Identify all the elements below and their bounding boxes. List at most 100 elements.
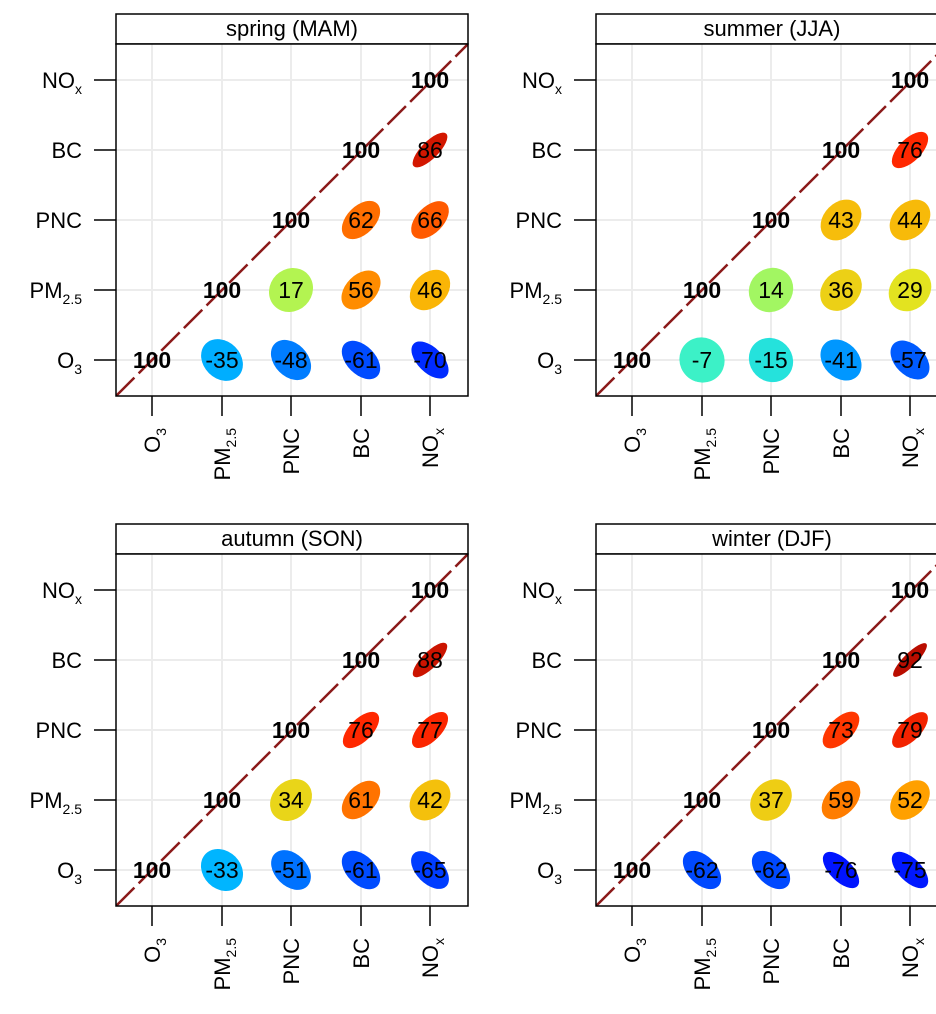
diagonal-label: 100 bbox=[133, 347, 171, 373]
x-tick-label: PNC bbox=[279, 428, 304, 475]
correlation-ellipse bbox=[270, 779, 312, 821]
svg-text:NOx: NOx bbox=[42, 68, 82, 97]
diagonal-label: 100 bbox=[891, 67, 929, 93]
x-tick-label: PM2.5 bbox=[210, 428, 239, 481]
correlation-ellipse bbox=[341, 850, 381, 890]
x-tick-label: PM2.5 bbox=[690, 938, 719, 991]
svg-text:PNC: PNC bbox=[36, 718, 83, 743]
correlation-ellipse bbox=[411, 341, 449, 379]
correlation-ellipse bbox=[411, 711, 449, 749]
svg-text:BC: BC bbox=[531, 648, 562, 673]
y-tick-label: PNC bbox=[516, 208, 563, 233]
x-tick-label: NOx bbox=[418, 428, 447, 468]
correlation-label: -65 bbox=[413, 857, 446, 883]
x-tick-label: BC bbox=[829, 428, 854, 459]
correlation-label: 36 bbox=[828, 277, 854, 303]
correlation-ellipse bbox=[200, 848, 244, 892]
correlation-label: 79 bbox=[897, 717, 923, 743]
correlation-ellipse bbox=[270, 339, 312, 381]
correlation-label: -61 bbox=[344, 347, 377, 373]
correlation-label: -41 bbox=[824, 347, 857, 373]
svg-text:BC: BC bbox=[829, 938, 854, 969]
correlation-label: 88 bbox=[417, 647, 443, 673]
correlation-label: 62 bbox=[348, 207, 374, 233]
correlation-ellipse bbox=[890, 340, 930, 380]
y-tick-label: O3 bbox=[537, 858, 562, 887]
diagonal-label: 100 bbox=[342, 647, 380, 673]
correlation-label: 77 bbox=[417, 717, 443, 743]
correlation-ellipse bbox=[341, 340, 381, 380]
diagonal-label: 100 bbox=[342, 137, 380, 163]
diagonal-label: 100 bbox=[272, 207, 310, 233]
svg-text:BC: BC bbox=[829, 428, 854, 459]
svg-text:BC: BC bbox=[51, 648, 82, 673]
diagonal-label: 100 bbox=[613, 857, 651, 883]
diagonal-label: 100 bbox=[411, 67, 449, 93]
correlation-ellipse bbox=[750, 779, 792, 821]
x-tick-label: BC bbox=[349, 938, 374, 969]
x-tick-label: PM2.5 bbox=[210, 938, 239, 991]
correlation-ellipse bbox=[820, 339, 862, 381]
svg-text:BC: BC bbox=[349, 428, 374, 459]
svg-text:PNC: PNC bbox=[516, 718, 563, 743]
correlation-ellipse bbox=[889, 199, 931, 241]
svg-text:O3: O3 bbox=[620, 428, 649, 453]
correlation-label: -35 bbox=[205, 347, 238, 373]
correlation-label: -33 bbox=[205, 857, 238, 883]
correlation-label: -15 bbox=[754, 347, 787, 373]
correlation-label: 14 bbox=[758, 277, 784, 303]
correlation-ellipse bbox=[822, 711, 860, 749]
svg-text:O3: O3 bbox=[57, 858, 82, 887]
svg-text:NOx: NOx bbox=[898, 938, 927, 978]
svg-text:PM2.5: PM2.5 bbox=[690, 428, 719, 481]
svg-text:PM2.5: PM2.5 bbox=[30, 278, 83, 307]
correlation-label: -57 bbox=[893, 347, 926, 373]
correlation-ellipse bbox=[409, 779, 451, 821]
correlation-ellipse bbox=[751, 850, 791, 890]
svg-text:BC: BC bbox=[531, 138, 562, 163]
correlation-ellipse bbox=[341, 780, 381, 820]
correlation-label: 73 bbox=[828, 717, 854, 743]
correlation-ellipse bbox=[341, 270, 381, 310]
correlation-label: 66 bbox=[417, 207, 443, 233]
y-tick-label: PNC bbox=[516, 718, 563, 743]
correlation-label: -7 bbox=[692, 347, 712, 373]
x-tick-label: O3 bbox=[140, 428, 169, 453]
correlation-ellipse bbox=[748, 337, 794, 383]
correlation-label: -75 bbox=[893, 857, 926, 883]
correlation-label: -62 bbox=[754, 857, 787, 883]
svg-text:O3: O3 bbox=[140, 428, 169, 453]
correlation-label: -70 bbox=[413, 347, 446, 373]
svg-text:BC: BC bbox=[349, 938, 374, 969]
diagonal-line bbox=[116, 554, 468, 906]
correlation-label: -48 bbox=[274, 347, 307, 373]
diagonal-label: 100 bbox=[822, 647, 860, 673]
x-tick-label: BC bbox=[349, 428, 374, 459]
panel-title: winter (DJF) bbox=[711, 526, 832, 551]
panel-strip bbox=[115, 13, 469, 45]
diagonal-label: 100 bbox=[133, 857, 171, 883]
correlation-label: 59 bbox=[828, 787, 854, 813]
svg-text:O3: O3 bbox=[537, 348, 562, 377]
y-tick-label: PNC bbox=[36, 208, 83, 233]
diagonal-label: 100 bbox=[752, 207, 790, 233]
diagonal-label: 100 bbox=[683, 787, 721, 813]
correlation-label: 86 bbox=[417, 137, 443, 163]
correlation-ellipse bbox=[890, 780, 930, 820]
x-tick-label: O3 bbox=[140, 938, 169, 963]
svg-text:NOx: NOx bbox=[418, 428, 447, 468]
correlation-label: 56 bbox=[348, 277, 374, 303]
y-tick-label: O3 bbox=[57, 348, 82, 377]
correlation-label: 76 bbox=[348, 717, 374, 743]
diagonal-line bbox=[116, 44, 468, 396]
correlation-ellipse bbox=[888, 268, 932, 312]
correlation-ellipse bbox=[201, 339, 243, 381]
correlation-label: 44 bbox=[897, 207, 923, 233]
diagonal-label: 100 bbox=[683, 277, 721, 303]
svg-text:PM2.5: PM2.5 bbox=[510, 788, 563, 817]
x-tick-label: BC bbox=[829, 938, 854, 969]
y-tick-label: PM2.5 bbox=[30, 278, 83, 307]
svg-text:O3: O3 bbox=[537, 858, 562, 887]
correlation-ellipse bbox=[748, 267, 794, 313]
panel-strip bbox=[595, 13, 936, 45]
